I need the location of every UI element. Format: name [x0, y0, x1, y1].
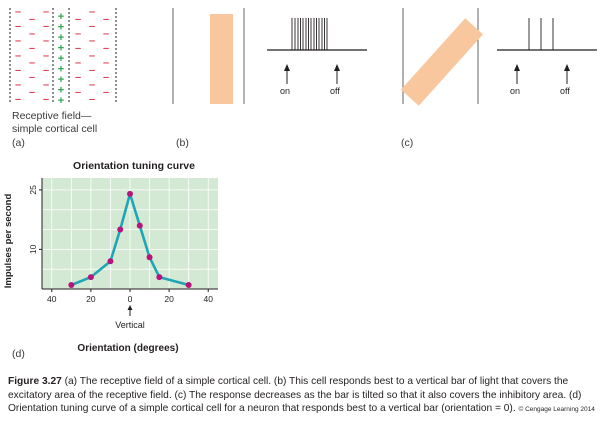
panel-a-letter: (a) [12, 137, 25, 149]
inhibitory-mark: – [89, 50, 95, 62]
inhibitory-mark: – [75, 43, 81, 55]
excitatory-mark: + [58, 64, 64, 76]
inhibitory-mark: – [43, 94, 49, 106]
excitatory-mark: + [58, 95, 64, 107]
inhibitory-mark: – [43, 21, 49, 33]
figure-number: Figure 3.27 [8, 376, 62, 387]
inhibitory-mark: – [15, 79, 21, 91]
inhibitory-mark: – [43, 50, 49, 62]
data-point [146, 254, 153, 261]
tilted-bar-stimulus [400, 8, 483, 106]
excitatory-mark: + [58, 74, 64, 86]
inhibitory-mark: – [43, 35, 49, 47]
receptive-field-graphic: – – –– – –– – –– – –– – –– – –– – –– – –– – –– – –– – –– – –– – –+… [9, 6, 117, 107]
inhibitory-mark: – [103, 28, 109, 40]
receptive-field-label-line1: Receptive field— [12, 110, 92, 122]
inhibitory-mark: – [29, 57, 35, 69]
spike-train-b [267, 18, 367, 84]
inhibitory-mark: – [75, 72, 81, 84]
excitatory-mark: + [58, 43, 64, 55]
spike-train-c [497, 18, 597, 84]
excitatory-mark: + [58, 32, 64, 44]
excitatory-mark: + [58, 22, 64, 34]
inhibitory-mark: – [15, 50, 21, 62]
inhibitory-mark: – [89, 6, 95, 18]
data-point [87, 274, 94, 281]
vertical-marker-label: Vertical [115, 320, 145, 330]
data-point [185, 282, 192, 289]
inhibitory-mark: – [15, 64, 21, 76]
inhibitory-mark: – [15, 94, 21, 106]
inhibitory-mark: – [89, 94, 95, 106]
panel-b-letter: (b) [176, 137, 189, 149]
inhibitory-mark: – [89, 21, 95, 33]
x-tick-label: 0 [128, 294, 133, 304]
inhibitory-mark: – [89, 35, 95, 47]
inhibitory-mark: – [103, 57, 109, 69]
x-tick-label: 40 [47, 294, 57, 304]
data-point [117, 226, 124, 233]
x-tick-label: 40 [203, 294, 213, 304]
inhibitory-mark: – [29, 72, 35, 84]
tuning-curve-chart: Orientation tuning curve Impulses per se… [3, 160, 218, 354]
off-label-b: off [330, 86, 340, 96]
inhibitory-mark: – [29, 13, 35, 25]
chart-title: Orientation tuning curve [73, 160, 195, 172]
on-label-b: on [280, 86, 291, 96]
excitatory-mark: + [58, 11, 64, 23]
vertical-arrow-head [127, 305, 133, 310]
data-point [107, 258, 114, 265]
inhibitory-mark: – [15, 35, 21, 47]
inhibitory-mark: – [29, 86, 35, 98]
inhibitory-mark: – [103, 72, 109, 84]
data-point [156, 274, 163, 281]
x-tick-label: 20 [86, 294, 96, 304]
receptive-field-label-line2: simple cortical cell [12, 123, 98, 135]
caption-text: (a) The receptive field of a simple cort… [8, 376, 582, 415]
vertical-bar-stimulus [172, 8, 245, 104]
excitatory-mark: + [58, 53, 64, 65]
inhibitory-mark: – [15, 6, 21, 18]
inhibitory-mark: – [29, 28, 35, 40]
data-point [136, 222, 143, 229]
inhibitory-mark: – [103, 86, 109, 98]
inhibitory-mark: – [75, 57, 81, 69]
data-point [68, 282, 75, 289]
inhibitory-mark: – [43, 79, 49, 91]
data-point [127, 190, 133, 197]
inhibitory-mark: – [75, 28, 81, 40]
on-label-c: on [510, 86, 521, 96]
panel-d-letter: (d) [12, 348, 25, 360]
inhibitory-mark: – [15, 21, 21, 33]
y-tick-label: 10 [28, 244, 38, 254]
inhibitory-mark: – [103, 13, 109, 25]
inhibitory-mark: – [75, 13, 81, 25]
inhibitory-mark: – [89, 64, 95, 76]
inhibitory-mark: – [75, 86, 81, 98]
excitatory-mark: + [58, 85, 64, 97]
x-tick-label: 20 [164, 294, 174, 304]
figure-caption: Figure 3.27 (a) The receptive field of a… [8, 375, 598, 417]
inhibitory-mark: – [89, 79, 95, 91]
caption-credit: © Cengage Learning 2014 [518, 406, 595, 414]
inhibitory-mark: – [103, 43, 109, 55]
chart-xlabel: Orientation (degrees) [77, 343, 178, 354]
inhibitory-mark: – [29, 43, 35, 55]
y-tick-label: 25 [28, 185, 38, 195]
inhibitory-mark: – [43, 64, 49, 76]
inhibitory-mark: – [43, 6, 49, 18]
panel-c-letter: (c) [401, 137, 414, 149]
chart-ylabel: Impulses per second [3, 194, 14, 289]
off-label-c: off [560, 86, 570, 96]
